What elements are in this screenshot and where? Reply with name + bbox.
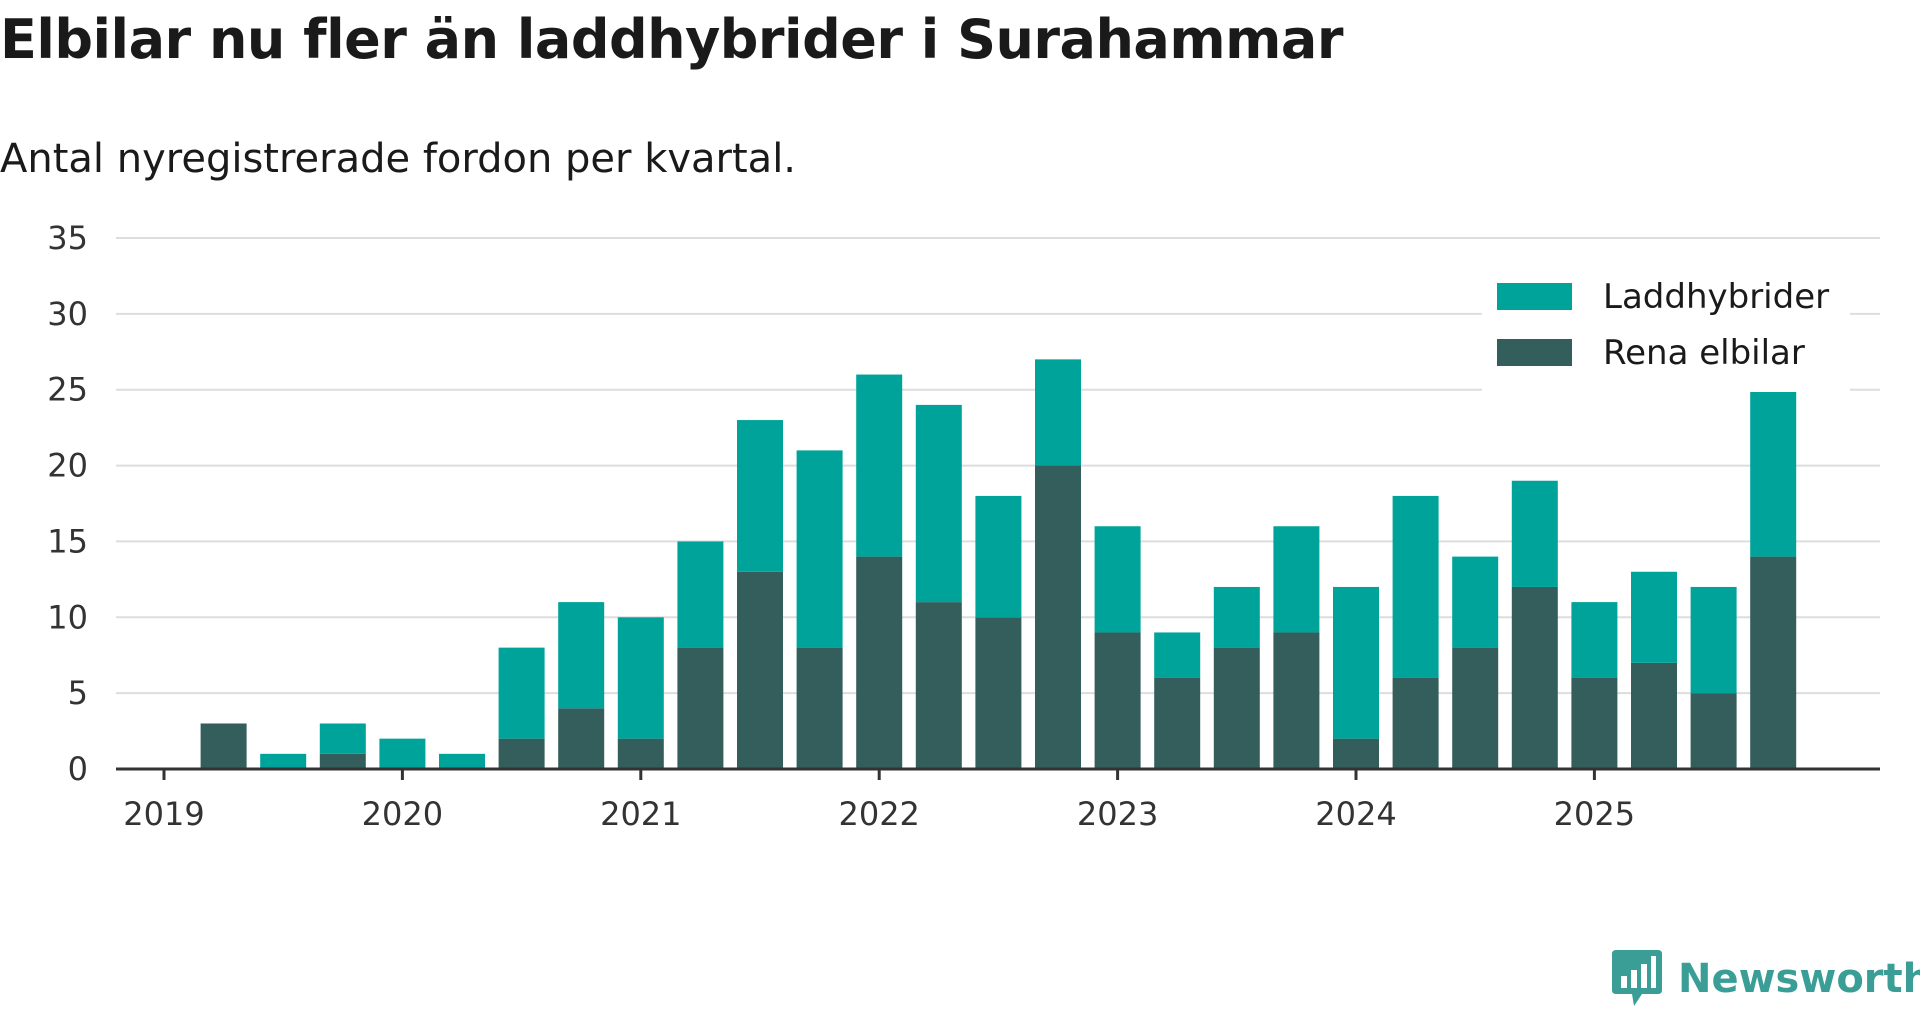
bar-rena-elbilar — [1690, 693, 1737, 769]
bar-rena-elbilar — [617, 738, 664, 769]
bar-rena-elbilar — [1154, 677, 1201, 769]
bar-laddhybrider — [915, 404, 962, 603]
legend-label: Laddhybrider — [1603, 277, 1829, 317]
bar-rena-elbilar — [1511, 586, 1558, 769]
bar-rena-elbilar — [1452, 647, 1499, 769]
y-tick-label: 25 — [47, 371, 88, 409]
chart-title: Elbilar nu fler än laddhybrider i Suraha… — [0, 8, 1343, 71]
y-tick-label: 5 — [68, 674, 88, 712]
y-tick-label: 30 — [47, 295, 88, 333]
bar-laddhybrider — [439, 753, 485, 769]
bar-rena-elbilar — [1035, 465, 1081, 769]
bar-rena-elbilar — [1273, 632, 1320, 769]
bar-rena-elbilar — [1571, 677, 1618, 769]
y-tick-label: 10 — [47, 598, 88, 636]
bar-laddhybrider — [1333, 586, 1379, 739]
bar-laddhybrider — [1690, 586, 1737, 694]
bar-rena-elbilar — [200, 723, 247, 769]
bar-rena-elbilar — [1392, 677, 1439, 769]
bar-rena-elbilar — [856, 556, 903, 769]
bar-laddhybrider — [1631, 571, 1677, 663]
y-tick-label: 20 — [47, 447, 88, 485]
bar-laddhybrider — [558, 602, 605, 709]
bar-laddhybrider — [1213, 586, 1260, 648]
legend-swatch — [1497, 339, 1572, 366]
x-tick-label: 2025 — [1554, 795, 1635, 833]
bar-laddhybrider — [856, 374, 903, 557]
bar-rena-elbilar — [1213, 647, 1260, 769]
bar-rena-elbilar — [1094, 632, 1141, 769]
bar-laddhybrider — [975, 495, 1022, 618]
bar-laddhybrider — [498, 647, 545, 739]
bar-rena-elbilar — [915, 602, 962, 769]
y-tick-label: 15 — [47, 522, 88, 560]
bar-laddhybrider — [677, 541, 724, 648]
bar-laddhybrider — [617, 617, 664, 739]
bar-laddhybrider — [1511, 480, 1558, 587]
brand-logo: Newsworthy — [1612, 950, 1920, 1008]
y-tick-label: 0 — [68, 750, 88, 788]
bar-rena-elbilar — [319, 753, 366, 769]
bar-laddhybrider — [1094, 526, 1141, 633]
x-tick-label: 2019 — [123, 795, 204, 833]
bar-laddhybrider — [1154, 632, 1201, 678]
x-tick-label: 2022 — [838, 795, 919, 833]
legend-swatch — [1497, 283, 1572, 310]
bar-rena-elbilar — [737, 571, 783, 769]
bar-rena-elbilar — [1631, 662, 1677, 769]
brand-name: Newsworthy — [1678, 956, 1920, 1002]
bar-laddhybrider — [1035, 359, 1081, 466]
bar-laddhybrider — [1392, 495, 1439, 678]
bar-laddhybrider — [1273, 526, 1320, 633]
bar-rena-elbilar — [1750, 556, 1797, 769]
newsworthy-logo-icon — [1612, 950, 1662, 1006]
bar-laddhybrider — [737, 420, 783, 572]
bar-laddhybrider — [1452, 556, 1499, 648]
x-tick-label: 2024 — [1315, 795, 1396, 833]
bar-rena-elbilar — [558, 708, 605, 769]
legend-label: Rena elbilar — [1603, 333, 1805, 373]
bar-laddhybrider — [1571, 602, 1618, 678]
chart-subtitle: Antal nyregistrerade fordon per kvartal. — [0, 136, 797, 182]
bar-laddhybrider — [796, 450, 843, 648]
y-tick-label: 35 — [47, 219, 88, 257]
bar-rena-elbilar — [975, 617, 1022, 769]
x-tick-label: 2023 — [1077, 795, 1158, 833]
bar-laddhybrider — [260, 753, 307, 769]
bar-laddhybrider — [319, 723, 366, 754]
bar-rena-elbilar — [498, 738, 545, 769]
x-tick-label: 2021 — [600, 795, 681, 833]
bar-rena-elbilar — [1333, 738, 1379, 769]
bar-laddhybrider — [379, 738, 426, 769]
bar-laddhybrider — [1750, 389, 1797, 557]
bar-rena-elbilar — [796, 647, 843, 769]
bar-rena-elbilar — [677, 647, 724, 769]
x-tick-label: 2020 — [362, 795, 443, 833]
